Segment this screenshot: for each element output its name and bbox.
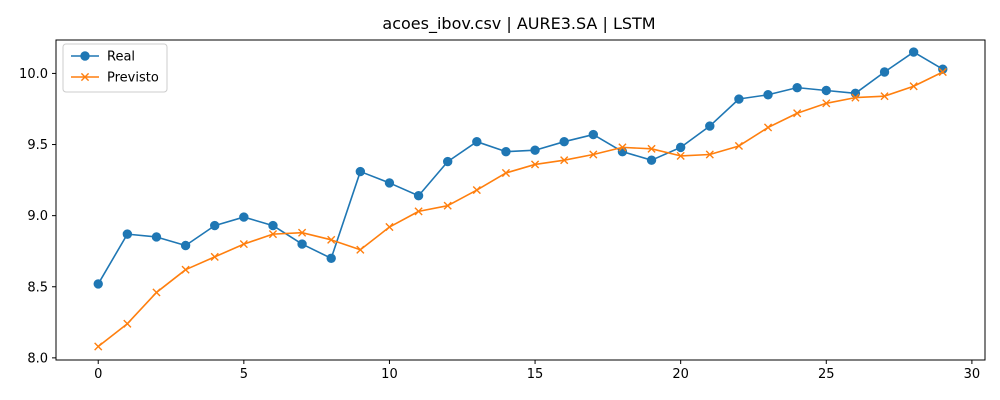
- data-point: [268, 230, 278, 239]
- y-tick-label: 9.0: [27, 209, 48, 224]
- data-point: [239, 212, 249, 222]
- x-tick-label: 10: [381, 367, 398, 382]
- data-point: [675, 142, 686, 153]
- data-point: [239, 239, 248, 249]
- data-point: [909, 82, 918, 91]
- data-point: [530, 160, 540, 169]
- legend-marker: [80, 51, 90, 61]
- data-point: [530, 145, 540, 155]
- legend: Real Previsto: [62, 43, 168, 93]
- data-point: [442, 156, 453, 167]
- series-layer: [93, 47, 948, 351]
- data-point: [676, 151, 685, 161]
- data-point: [559, 136, 569, 147]
- plot-area-frame: [55, 39, 986, 361]
- data-point: [560, 156, 569, 165]
- data-point: [850, 88, 861, 99]
- data-point: [355, 166, 366, 177]
- y-tick-label: 10.0: [19, 67, 48, 82]
- data-point: [297, 228, 307, 237]
- data-point: [851, 93, 860, 102]
- data-point: [297, 239, 307, 249]
- x-tick-label: 5: [240, 367, 248, 382]
- data-point: [181, 265, 190, 274]
- data-point: [180, 240, 191, 251]
- data-point: [938, 67, 947, 77]
- x-axis: 0 5 10 15 20 25 30: [94, 360, 980, 382]
- y-tick-label: 9.5: [27, 138, 48, 153]
- data-point: [734, 94, 744, 104]
- data-point: [763, 90, 773, 100]
- data-point: [705, 121, 715, 131]
- data-point: [646, 155, 657, 165]
- data-point: [472, 136, 482, 147]
- data-point: [589, 150, 598, 159]
- data-point: [327, 235, 336, 244]
- data-point: [210, 252, 219, 261]
- data-point: [356, 245, 365, 254]
- data-point: [384, 178, 395, 188]
- data-point: [123, 319, 132, 328]
- data-point: [151, 232, 162, 242]
- legend-label: Previsto: [107, 71, 159, 86]
- data-point: [326, 253, 336, 264]
- data-point: [93, 279, 103, 289]
- data-point: [880, 92, 889, 101]
- data-point: [413, 191, 424, 201]
- data-point: [122, 229, 133, 239]
- x-tick-label: 25: [818, 367, 835, 382]
- data-point: [734, 141, 744, 151]
- data-point: [821, 85, 831, 96]
- data-point: [501, 168, 511, 178]
- data-point: [94, 342, 103, 351]
- data-point: [268, 220, 278, 231]
- series-previsto: [94, 67, 947, 351]
- data-point: [501, 146, 511, 157]
- x-tick-label: 30: [964, 367, 981, 382]
- data-point: [210, 220, 220, 231]
- x-tick-label: 0: [94, 367, 102, 382]
- data-point: [938, 64, 948, 74]
- data-point: [385, 222, 394, 232]
- x-tick-label: 15: [527, 367, 544, 382]
- data-point: [792, 82, 802, 93]
- legend-marker: [80, 72, 90, 82]
- data-point: [152, 288, 161, 297]
- legend-label: Real: [107, 50, 135, 65]
- data-point: [908, 47, 919, 57]
- legend-item-real: Real: [71, 50, 135, 65]
- y-tick-label: 8.5: [27, 280, 48, 295]
- data-point: [705, 150, 714, 159]
- data-point: [763, 123, 773, 132]
- data-point: [588, 129, 599, 140]
- y-tick-label: 8.0: [27, 351, 48, 366]
- data-point: [443, 201, 452, 210]
- data-point: [414, 207, 423, 216]
- data-point: [822, 99, 831, 108]
- data-point: [647, 144, 656, 153]
- data-point: [879, 67, 890, 77]
- chart-title: acoes_ibov.csv | AURE3.SA | LSTM: [382, 14, 655, 34]
- data-point: [472, 185, 481, 195]
- data-point: [793, 109, 802, 118]
- y-axis: 8.0 8.5 9.0 9.5 10.0: [19, 67, 56, 366]
- series-line: [97, 51, 944, 285]
- legend-item-previsto: Previsto: [71, 71, 159, 86]
- data-point: [618, 143, 627, 152]
- series-line: [97, 71, 944, 348]
- x-tick-label: 20: [672, 367, 689, 382]
